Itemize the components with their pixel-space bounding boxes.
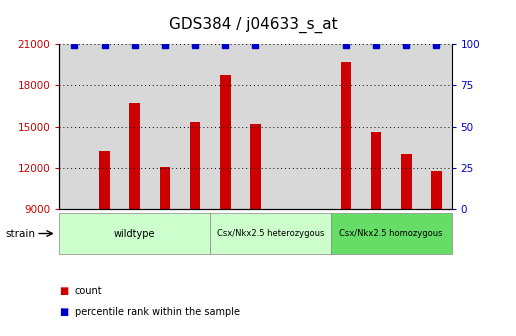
Bar — [240, 44, 270, 209]
Bar — [89, 44, 120, 209]
Text: Csx/Nkx2.5 heterozygous: Csx/Nkx2.5 heterozygous — [217, 229, 324, 238]
Bar — [341, 61, 351, 209]
Bar — [371, 132, 381, 209]
Bar — [361, 44, 391, 209]
Bar — [331, 44, 361, 209]
Bar — [130, 103, 140, 209]
Text: GDS384 / j04633_s_at: GDS384 / j04633_s_at — [169, 17, 337, 33]
Bar — [220, 76, 231, 209]
Bar — [250, 124, 261, 209]
Bar — [120, 44, 150, 209]
Bar — [401, 154, 412, 209]
Bar — [391, 44, 422, 209]
Text: strain: strain — [5, 228, 35, 239]
Bar — [150, 44, 180, 209]
Bar — [59, 44, 89, 209]
Bar — [210, 44, 240, 209]
Bar — [301, 44, 331, 209]
Bar — [190, 122, 200, 209]
Bar — [431, 171, 442, 209]
Text: wildtype: wildtype — [114, 228, 155, 239]
Bar — [422, 44, 452, 209]
Bar — [159, 167, 170, 209]
Bar — [180, 44, 210, 209]
Text: percentile rank within the sample: percentile rank within the sample — [75, 307, 240, 318]
Text: ■: ■ — [59, 307, 69, 318]
Text: ■: ■ — [59, 286, 69, 296]
Text: count: count — [75, 286, 103, 296]
Bar — [99, 152, 110, 209]
Text: Csx/Nkx2.5 homozygous: Csx/Nkx2.5 homozygous — [340, 229, 443, 238]
Bar — [270, 44, 301, 209]
